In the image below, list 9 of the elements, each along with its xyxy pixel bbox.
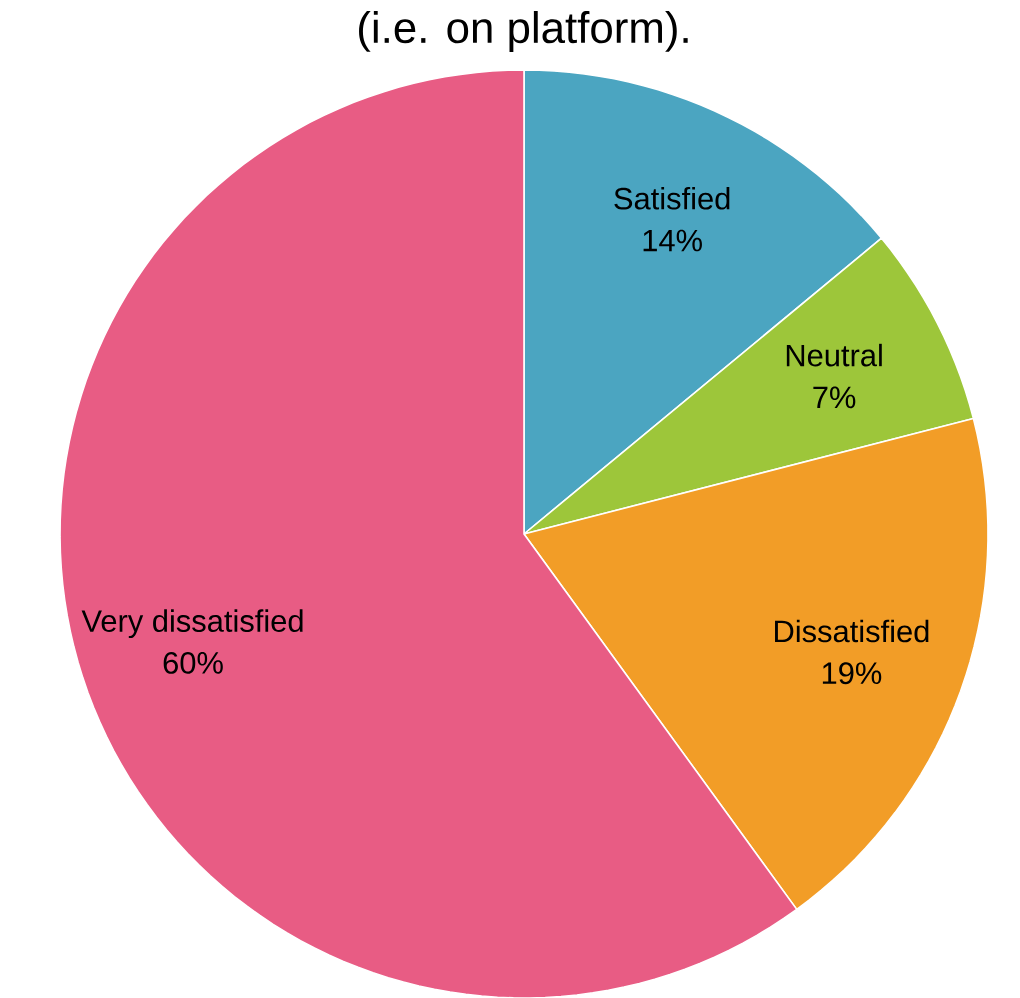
data-label: 7%: [813, 386, 856, 409]
chart-title: (i.e. on platform).: [359, 11, 688, 52]
data-label: 60%: [163, 651, 223, 674]
data-label: 19%: [822, 662, 882, 685]
slice-label: Neutral: [786, 343, 882, 367]
slice-label: Dissatisfied: [775, 619, 929, 643]
data-label: 14%: [643, 229, 702, 252]
slice-label: Satisfied: [614, 186, 730, 210]
slice-label: Very dissatisfied: [81, 609, 303, 639]
